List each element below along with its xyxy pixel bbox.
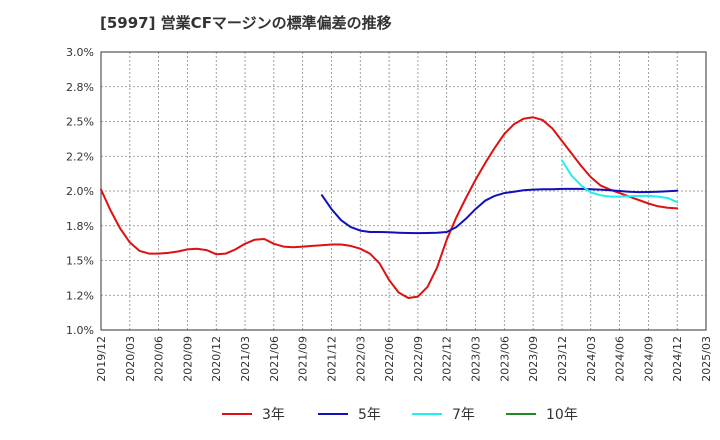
chart-title: [5997] 営業CFマージンの標準偏差の推移 (100, 14, 392, 32)
series-lines (100, 116, 679, 299)
y-tick-label: 2.0% (66, 185, 94, 198)
legend-label-4: 10年 (546, 407, 578, 423)
x-tick-label: 2021/06 (268, 336, 281, 382)
y-tick-label: 3.0% (66, 46, 94, 59)
x-tick-label: 2021/09 (297, 336, 310, 382)
x-tick-label: 2022/12 (441, 336, 454, 382)
legend-label-1: 3年 (262, 407, 285, 423)
x-tick-label: 2024/09 (642, 336, 655, 382)
y-tick-label: 1.5% (66, 255, 94, 268)
series-line-2 (320, 187, 679, 235)
y-tick-label: 1.2% (66, 289, 94, 302)
series-line-1 (100, 116, 679, 299)
x-tick-label: 2022/03 (354, 336, 367, 382)
x-tick-label: 2024/03 (585, 336, 598, 382)
series-line-3 (561, 159, 679, 204)
y-tick-label: 1.0% (66, 324, 94, 337)
x-tick-label: 2025/03 (700, 336, 713, 382)
x-tick-label: 2019/12 (95, 336, 108, 382)
y-tick-label: 2.5% (66, 116, 94, 129)
y-axis: 1.0% 1.2% 1.5% 1.8% 2.0% 2.2% 2.5% 2.8% 3.0% (66, 46, 94, 337)
x-tick-label: 2024/06 (614, 336, 627, 382)
x-tick-label: 2023/12 (556, 336, 569, 382)
x-tick-label: 2023/09 (527, 336, 540, 382)
x-tick-label: 2020/12 (210, 336, 223, 382)
y-tick-label: 2.8% (66, 81, 94, 94)
x-tick-label: 2021/03 (239, 336, 252, 382)
y-tick-label: 1.8% (66, 220, 94, 233)
legend-label-2: 5年 (358, 407, 381, 423)
x-tick-label: 2022/09 (412, 336, 425, 382)
legend-label-3: 7年 (452, 407, 475, 423)
x-tick-label: 2023/03 (470, 336, 483, 382)
x-tick-label: 2022/06 (383, 336, 396, 382)
y-tick-label: 2.2% (66, 150, 94, 163)
x-tick-label: 2020/09 (181, 336, 194, 382)
x-tick-label: 2023/06 (498, 336, 511, 382)
legend: 3年 5年 7年 10年 (222, 407, 578, 423)
x-axis: 2019/12 2020/03 2020/06 2020/09 2020/12 2021/… (95, 336, 713, 382)
x-tick-label: 2020/03 (124, 336, 137, 382)
x-tick-label: 2021/12 (325, 336, 338, 382)
x-tick-label: 2020/06 (153, 336, 166, 382)
x-tick-label: 2024/12 (671, 336, 684, 382)
